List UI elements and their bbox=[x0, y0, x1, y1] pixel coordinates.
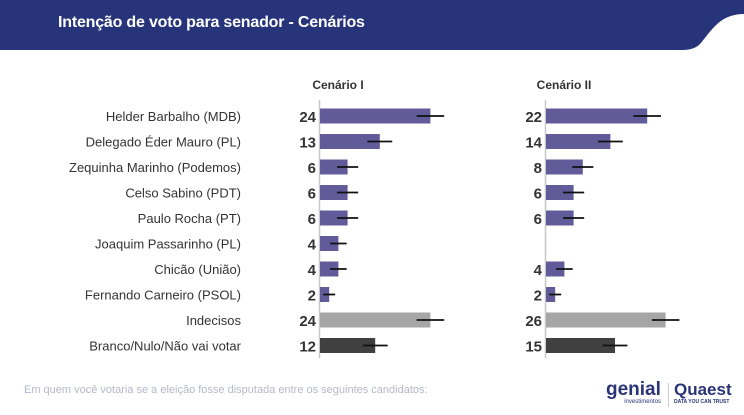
bar bbox=[320, 185, 348, 200]
header-background bbox=[0, 0, 744, 50]
data-label: 12 bbox=[299, 339, 316, 356]
quaest-logo: Quaest DATA YOU CAN TRUST bbox=[674, 380, 732, 406]
series-header: Cenário I bbox=[312, 78, 363, 92]
data-label: 6 bbox=[308, 186, 316, 203]
data-label: 4 bbox=[534, 262, 543, 279]
bar bbox=[546, 108, 648, 124]
genial-logo: genial investimentos bbox=[606, 379, 661, 405]
data-label: 24 bbox=[299, 109, 316, 126]
page-title: Intenção de voto para senador - Cenários bbox=[58, 14, 365, 31]
data-label: 6 bbox=[308, 211, 316, 228]
bar bbox=[546, 338, 615, 353]
data-label: 6 bbox=[308, 160, 316, 177]
logo-divider bbox=[668, 383, 669, 407]
bar bbox=[320, 236, 339, 251]
data-label: 8 bbox=[534, 160, 542, 177]
bar bbox=[320, 338, 376, 353]
survey-question: Em quem você votaria se a eleição fosse … bbox=[24, 384, 428, 396]
category-label: Delegado Éder Mauro (PL) bbox=[86, 135, 241, 150]
category-label: Celso Sabino (PDT) bbox=[125, 186, 241, 201]
data-label: 2 bbox=[308, 288, 316, 305]
bar bbox=[320, 210, 348, 226]
category-label: Branco/Nulo/Não vai votar bbox=[89, 339, 241, 354]
data-label: 6 bbox=[534, 186, 542, 203]
bar bbox=[546, 134, 611, 149]
data-label: 13 bbox=[299, 135, 316, 152]
data-label: 4 bbox=[308, 237, 317, 254]
bar bbox=[546, 210, 574, 226]
data-label: 4 bbox=[308, 262, 317, 279]
bar bbox=[320, 159, 348, 175]
category-label: Indecisos bbox=[186, 313, 241, 328]
series-header: Cenário II bbox=[537, 78, 592, 92]
header-banner bbox=[0, 0, 744, 50]
bar bbox=[546, 159, 583, 175]
category-label: Helder Barbalho (MDB) bbox=[106, 109, 241, 124]
bar bbox=[546, 185, 574, 200]
category-label: Paulo Rocha (PT) bbox=[138, 211, 241, 226]
category-label: Chicão (União) bbox=[154, 262, 241, 277]
bar bbox=[320, 108, 431, 124]
data-label: 24 bbox=[299, 313, 316, 330]
bar bbox=[320, 261, 339, 277]
bar bbox=[546, 261, 565, 277]
category-label: Joaquim Passarinho (PL) bbox=[95, 237, 241, 252]
data-label: 2 bbox=[534, 288, 542, 305]
bar bbox=[320, 134, 380, 149]
data-label: 22 bbox=[525, 109, 542, 126]
data-label: 15 bbox=[525, 339, 542, 356]
category-label: Zequinha Marinho (Podemos) bbox=[69, 160, 241, 175]
data-label: 26 bbox=[525, 313, 542, 330]
data-label: 14 bbox=[525, 135, 542, 152]
bar bbox=[320, 312, 431, 328]
bar bbox=[546, 312, 666, 328]
category-label: Fernando Carneiro (PSOL) bbox=[85, 288, 241, 303]
bar-chart: Helder Barbalho (MDB) Delegado Éder Mauro… bbox=[69, 78, 680, 358]
data-label: 6 bbox=[534, 211, 542, 228]
